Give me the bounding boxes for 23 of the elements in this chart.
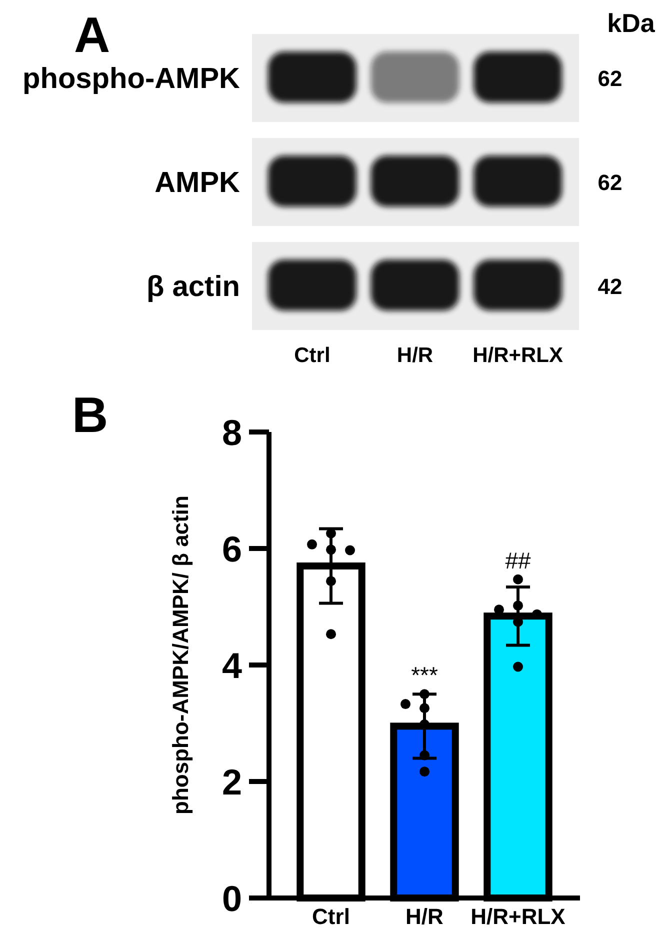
category-label: phospho-AMPK bbox=[22, 63, 240, 95]
text: A bbox=[74, 7, 110, 63]
y-tick-label: 2 bbox=[222, 761, 242, 802]
category-label: β actin bbox=[146, 271, 240, 303]
chart-title: B bbox=[72, 387, 108, 443]
annotation: *** bbox=[411, 662, 438, 688]
x-tick-label: Ctrl bbox=[312, 904, 350, 929]
y-tick-label: 6 bbox=[222, 528, 242, 570]
y-tick-label: 8 bbox=[222, 412, 242, 453]
category-label: AMPK bbox=[154, 167, 240, 199]
x-tick-label: H/R bbox=[406, 904, 444, 929]
text: kDa bbox=[607, 8, 656, 38]
category-label: 62 bbox=[598, 66, 622, 91]
x-tick-label: H/R+RLX bbox=[470, 904, 566, 929]
category-label: Ctrl bbox=[294, 344, 330, 367]
category-label: 42 bbox=[598, 274, 622, 299]
category-label: 62 bbox=[598, 170, 622, 195]
y-tick-label: 0 bbox=[222, 878, 242, 919]
category-label: H/R bbox=[396, 344, 434, 367]
category-label: H/R+RLX bbox=[472, 344, 564, 367]
annotation: ## bbox=[505, 547, 531, 574]
y-axis-title: phospho-AMPK/AMPK/ β actin bbox=[168, 496, 193, 814]
y-tick-label: 4 bbox=[222, 644, 242, 686]
